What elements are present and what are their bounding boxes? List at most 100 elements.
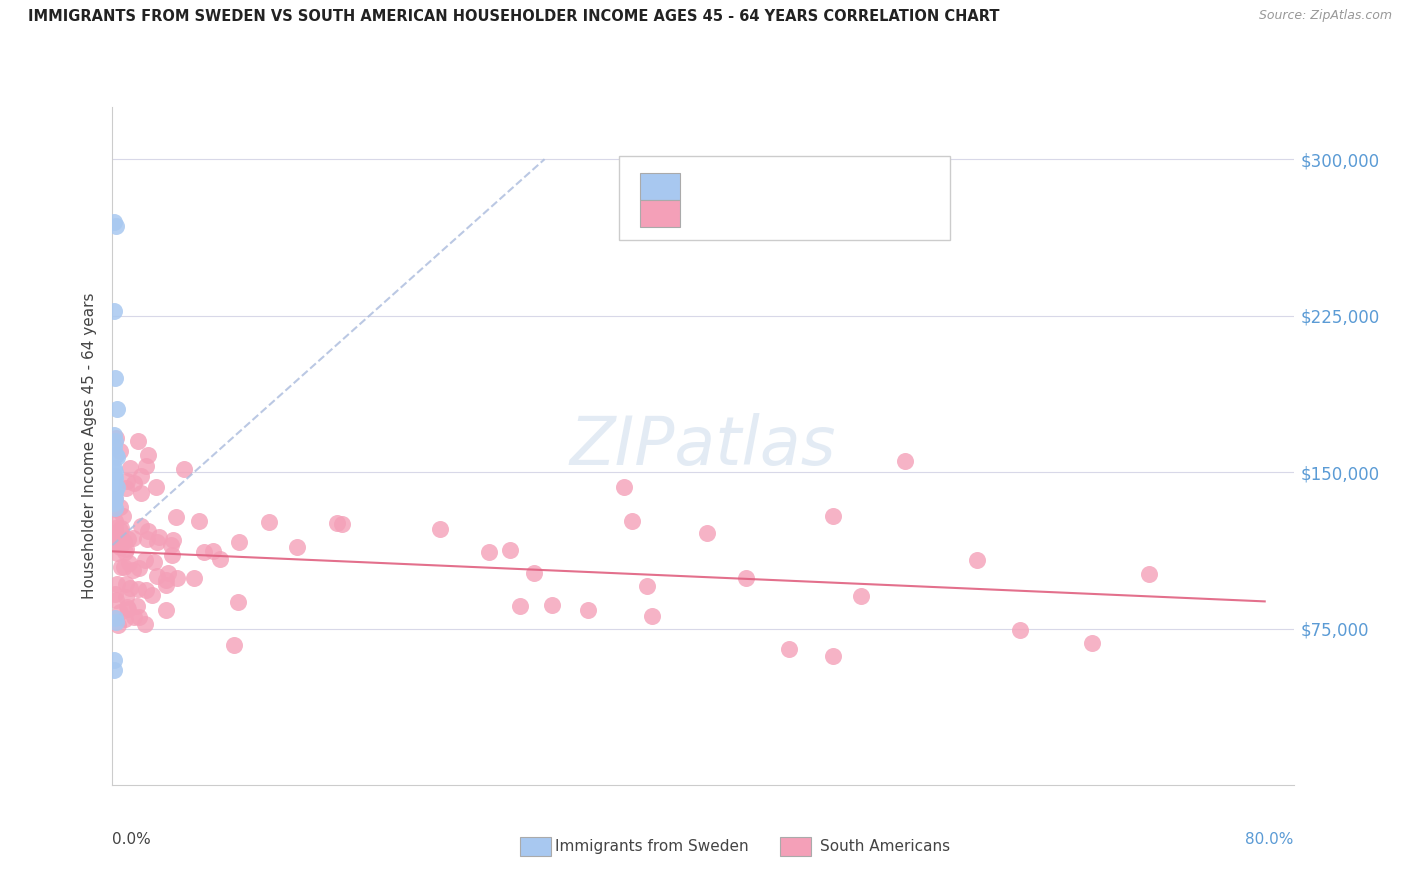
Point [821,508,844,523]
Point [104,533,127,548]
Point [135,459,157,474]
Point [108,540,131,554]
Point [104,500,127,515]
Point [202,544,225,558]
Point [107,618,129,632]
Point [160,548,183,562]
Point [136,524,159,538]
Point [104,486,127,500]
Point [103,475,125,490]
Point [222,638,245,652]
Point [103,304,125,318]
Point [103,461,125,475]
Point [105,402,128,417]
Point [103,663,125,677]
Point [105,219,128,233]
Point [129,469,152,483]
Point [636,579,658,593]
Point [226,595,249,609]
Point [165,509,187,524]
Point [112,534,135,549]
Point [114,542,136,557]
Point [228,534,250,549]
Point [104,449,127,463]
Point [105,480,128,494]
Point [148,531,170,545]
Text: 108: 108 [846,206,880,221]
Point [121,563,143,577]
Point [134,616,156,631]
Point [477,545,499,559]
Point [110,605,132,619]
Point [257,515,280,529]
Point [104,514,127,528]
Point [141,588,163,602]
Point [104,593,127,607]
Text: N =: N = [804,206,841,221]
Point [166,571,188,585]
Text: R =: R = [692,179,727,194]
Point [735,571,758,585]
Point [162,533,184,548]
Point [613,479,636,493]
Point [117,601,139,615]
Point [146,569,169,583]
Point [330,516,353,531]
Text: 0.0%: 0.0% [112,832,152,847]
Point [108,500,131,515]
Point [135,582,157,597]
Point [287,540,309,554]
Point [155,578,177,592]
Text: 0.206: 0.206 [734,179,785,194]
Point [104,471,127,485]
Point [1081,636,1104,650]
Point [118,556,141,570]
Point [429,523,451,537]
Point [110,560,132,574]
Point [193,545,215,559]
Text: Source: ZipAtlas.com: Source: ZipAtlas.com [1258,9,1392,22]
Point [108,536,131,550]
Point [145,480,167,494]
Point [155,573,177,587]
Point [103,490,125,504]
Text: 80.0%: 80.0% [1246,832,1294,847]
Point [509,599,531,614]
Point [105,432,128,446]
Point [145,534,167,549]
Point [155,603,177,617]
Point [127,582,149,597]
Point [104,611,127,625]
Point [105,577,128,591]
Point [104,371,127,385]
Text: IMMIGRANTS FROM SWEDEN VS SOUTH AMERICAN HOUSEHOLDER INCOME AGES 45 - 64 YEARS C: IMMIGRANTS FROM SWEDEN VS SOUTH AMERICAN… [28,9,1000,24]
Point [117,532,139,546]
Point [122,475,145,490]
Point [966,553,988,567]
Point [114,577,136,591]
Point [115,474,138,488]
Point [104,525,127,540]
Point [104,465,127,479]
Point [114,544,136,558]
Point [104,520,127,534]
Point [127,434,149,448]
Point [105,546,128,560]
Point [112,508,135,523]
Point [523,566,546,581]
Point [124,610,146,624]
Point [104,492,127,507]
Point [104,434,127,448]
Point [621,514,644,528]
Point [104,587,127,601]
Point [127,599,149,613]
Point [183,571,205,585]
Text: R =: R = [692,206,727,221]
Point [115,599,138,614]
Point [103,440,125,454]
Point [208,552,231,566]
Text: -0.140: -0.140 [734,206,792,221]
Point [120,581,142,595]
Text: Immigrants from Sweden: Immigrants from Sweden [555,839,749,854]
Point [135,533,157,547]
